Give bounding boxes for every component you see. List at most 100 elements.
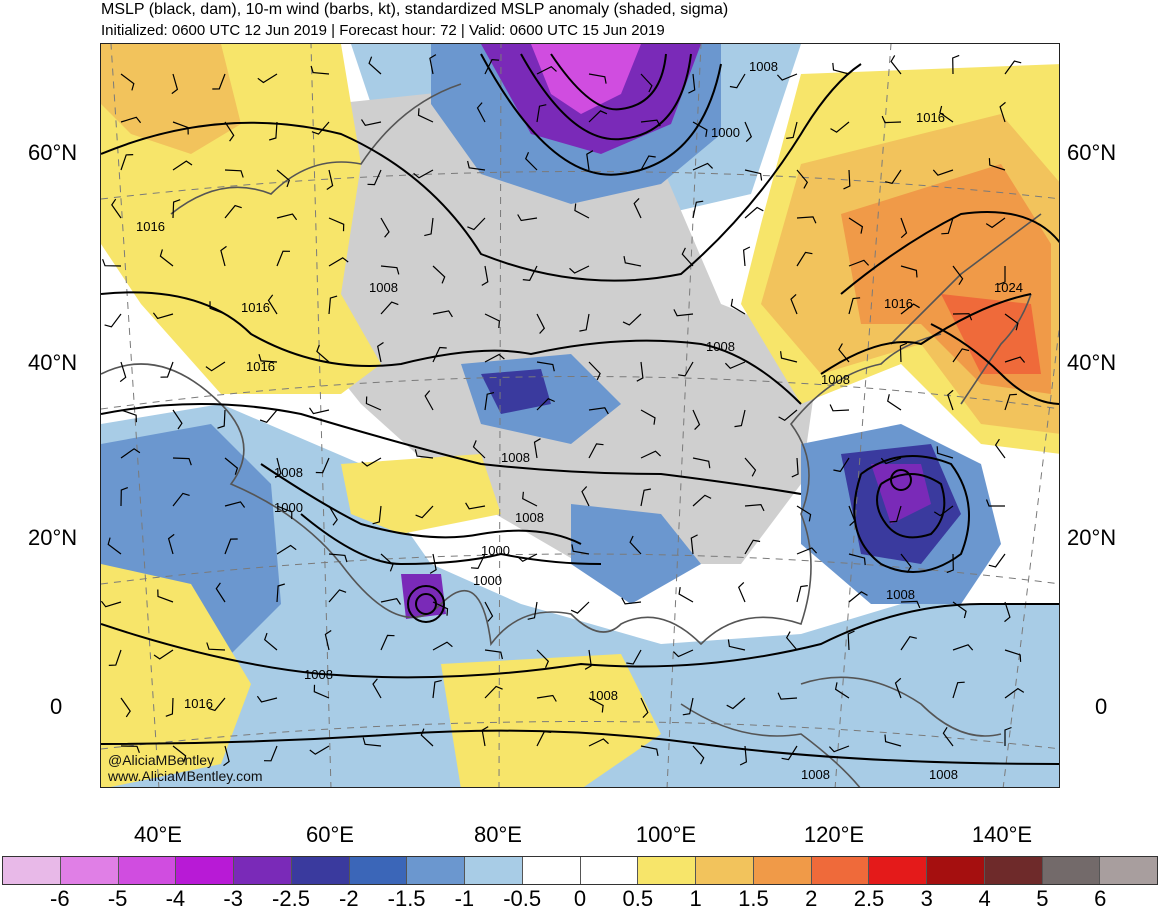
colorbar-swatch — [580, 857, 639, 884]
isobar — [101, 291, 802, 405]
wind-barb — [730, 298, 746, 315]
wind-barb — [640, 697, 649, 719]
wind-barb — [465, 502, 486, 510]
wind-barb — [269, 121, 278, 141]
colorbar-label: 0 — [573, 886, 587, 911]
wind-barb — [672, 649, 694, 658]
wind-barb — [692, 409, 701, 431]
wind-barb — [415, 505, 434, 519]
coastlines — [101, 83, 1042, 787]
isobar-label: 1024 — [994, 280, 1023, 295]
wind-barb — [1004, 726, 1012, 746]
wind-barb — [256, 695, 278, 703]
colorbar-label: 4 — [978, 886, 991, 911]
coastline — [170, 83, 462, 215]
anomaly-area-typhoon-core — [871, 464, 931, 524]
wind-barb — [153, 649, 174, 660]
wind-barb — [744, 503, 765, 512]
wind-barb — [988, 553, 1006, 568]
anomaly-area-india-positive — [341, 454, 501, 534]
wind-barb — [328, 589, 347, 603]
wind-barb — [476, 102, 486, 123]
isobar — [840, 211, 1059, 295]
wind-barb — [224, 169, 244, 178]
colorbar-swatch — [1100, 857, 1157, 884]
isobar — [101, 603, 1059, 679]
wind-barb — [108, 649, 122, 666]
wind-barb — [838, 343, 850, 363]
wind-barb — [111, 198, 122, 219]
wind-barb — [208, 697, 226, 712]
wind-barb — [952, 313, 973, 321]
wind-barb — [309, 407, 330, 415]
wind-barb — [880, 457, 902, 465]
wind-barb — [682, 697, 694, 716]
isobar-label: 1008 — [274, 465, 303, 480]
wind-barb — [417, 108, 434, 123]
wind-barb — [101, 600, 122, 608]
lon-label-100e: 100°E — [635, 822, 697, 847]
colorbar-label: 3 — [920, 886, 933, 911]
wind-barb — [481, 726, 489, 747]
wind-barb — [952, 265, 964, 286]
wind-barb — [258, 354, 278, 363]
lon-label-60e: 60°E — [306, 822, 354, 847]
graticule-line — [101, 553, 1059, 585]
wind-barb — [152, 312, 174, 320]
wind-barb — [952, 348, 970, 363]
wind-barb — [484, 685, 503, 699]
wind-barb — [933, 505, 954, 517]
wind-barb — [328, 295, 338, 315]
wind-barb — [276, 544, 297, 555]
isobar-label: 1000 — [274, 500, 303, 515]
colorbar-swatch — [522, 857, 581, 884]
isobar-label: 1008 — [749, 59, 778, 74]
wind-barb — [829, 404, 850, 412]
anomaly-area-arabian-sea-low — [401, 574, 446, 619]
isobar — [930, 323, 1059, 405]
wind-barb — [932, 169, 954, 176]
wind-barb — [796, 216, 817, 224]
wind-barb — [936, 446, 954, 459]
wind-barb — [737, 581, 746, 603]
wind-barb — [724, 361, 746, 370]
wind-barb — [900, 303, 920, 315]
colorbar-label: -1.5 — [387, 886, 426, 911]
wind-barb — [367, 169, 382, 186]
wind-barb — [328, 505, 338, 526]
wind-barb — [165, 697, 174, 717]
wind-barb — [536, 65, 557, 75]
wind-barb — [309, 745, 330, 755]
isobar-label: 1016 — [246, 359, 275, 374]
wind-barb — [172, 745, 187, 763]
wind-barb — [939, 105, 954, 123]
wind-barb — [380, 265, 400, 275]
wind-barb — [326, 169, 334, 190]
wind-barb — [120, 73, 135, 91]
colorbar-label: -2 — [339, 886, 359, 911]
colorbar-label: 5 — [1036, 886, 1049, 911]
colorbar-swatch — [984, 857, 1043, 884]
wind-barb — [848, 505, 856, 527]
colorbar-label: -4 — [165, 886, 186, 911]
wind-barb — [259, 409, 278, 424]
wind-barb — [796, 547, 818, 555]
lon-label-80e: 80°E — [474, 822, 522, 847]
wind-barb — [588, 361, 601, 381]
wind-barb — [988, 158, 1006, 171]
wind-barb — [517, 553, 538, 563]
wind-barb — [372, 678, 382, 699]
wind-barb — [688, 73, 696, 94]
wind-barb — [224, 204, 242, 219]
wind-barb — [274, 457, 282, 479]
wind-barb — [692, 494, 712, 507]
colorbar-swatch — [176, 857, 234, 884]
colorbar-swatch — [60, 857, 119, 884]
wind-barb — [579, 313, 590, 332]
wind-barb — [786, 121, 798, 139]
lat-label-right-40n: 40°N — [1067, 350, 1117, 375]
wind-barb — [360, 119, 382, 126]
anomaly-area-north-low-center — [531, 44, 641, 114]
wind-barb — [205, 361, 226, 372]
wind-barb — [994, 438, 1006, 459]
